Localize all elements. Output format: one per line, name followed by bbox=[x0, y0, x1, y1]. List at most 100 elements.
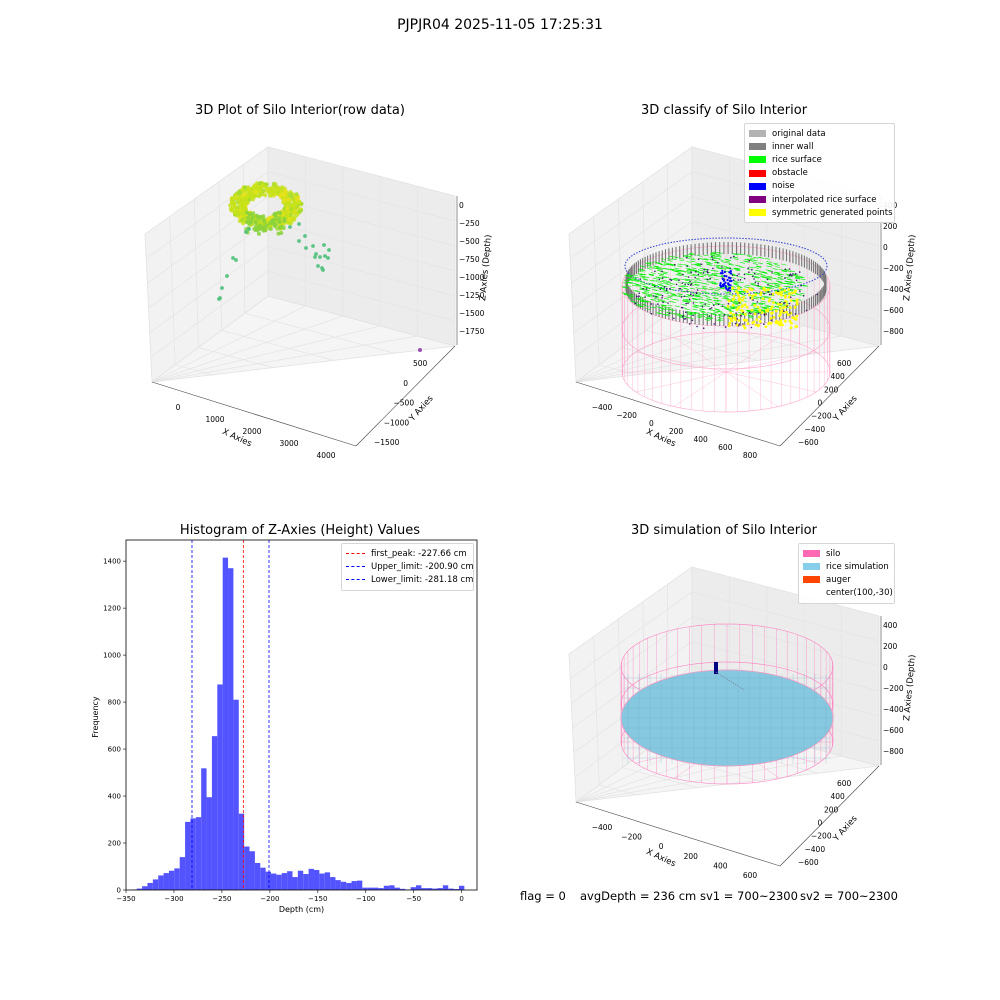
interpolated-point bbox=[732, 279, 735, 281]
noise-point bbox=[728, 286, 732, 289]
noise-point bbox=[719, 284, 722, 287]
rice-surface-point bbox=[695, 262, 701, 265]
histogram-bar bbox=[228, 568, 234, 890]
interpolated-point bbox=[661, 270, 663, 273]
y-tick-label: 0 bbox=[818, 819, 823, 828]
rice-surface-point bbox=[757, 273, 763, 275]
interpolated-point bbox=[770, 293, 773, 296]
rice-surface-point bbox=[716, 264, 723, 267]
gridline bbox=[149, 246, 269, 333]
symmetric-point bbox=[736, 291, 740, 295]
legend-label: interpolated rice surface bbox=[772, 194, 877, 205]
rice-surface-point bbox=[623, 282, 629, 284]
interpolated-point bbox=[723, 278, 726, 281]
interpolated-point bbox=[749, 297, 752, 299]
rice-surface-point bbox=[658, 287, 664, 290]
y-axis-line bbox=[355, 345, 456, 447]
histogram-bar bbox=[195, 817, 202, 890]
z-axis-label: Z Axies (Depth) bbox=[902, 654, 918, 721]
rice-surface-point bbox=[686, 272, 692, 275]
rice-surface-point bbox=[763, 306, 770, 309]
interpolated-point bbox=[691, 319, 694, 322]
data-point bbox=[220, 286, 224, 290]
rice-surface-point bbox=[709, 287, 715, 289]
data-point bbox=[322, 243, 326, 247]
rice-surface-point bbox=[660, 304, 666, 307]
rice-surface-point bbox=[761, 295, 767, 298]
rice-surface-point bbox=[794, 277, 801, 279]
rice-surface-point bbox=[694, 277, 701, 280]
legend-entry: Upper_limit: -200.90 cm bbox=[346, 560, 474, 573]
interpolated-point bbox=[743, 273, 746, 276]
data-point bbox=[234, 210, 239, 215]
rice-surface-point bbox=[734, 284, 740, 286]
legend-label: noise bbox=[772, 181, 795, 192]
interpolated-point bbox=[702, 272, 705, 274]
symmetric-point bbox=[735, 323, 739, 327]
symmetric-point bbox=[769, 307, 773, 311]
symmetric-point bbox=[772, 316, 776, 319]
symmetric-point bbox=[737, 306, 740, 309]
z-tick-label: −600 bbox=[883, 726, 904, 735]
interpolated-point bbox=[661, 297, 663, 299]
rice-surface-point bbox=[642, 286, 648, 288]
y-tick-label: 400 bbox=[831, 792, 846, 801]
rice-surface-point bbox=[642, 300, 648, 303]
gridline bbox=[144, 233, 153, 383]
rice-surface-point bbox=[651, 284, 657, 287]
rice-surface-point bbox=[627, 278, 633, 280]
interpolated-point bbox=[706, 278, 709, 281]
rice-surface-point bbox=[691, 281, 697, 284]
interpolated-point bbox=[692, 294, 694, 297]
data-point bbox=[240, 217, 245, 223]
x-tick-label: 0 bbox=[659, 842, 664, 851]
legend-swatch bbox=[346, 579, 365, 581]
rice-surface-point bbox=[754, 276, 760, 278]
rice-surface-point bbox=[701, 291, 707, 293]
rice-surface-point bbox=[630, 300, 636, 303]
histogram-bar bbox=[356, 880, 363, 890]
symmetric-point bbox=[732, 316, 736, 320]
rice-surface-point bbox=[768, 309, 774, 312]
rice-surface-point bbox=[710, 254, 716, 256]
interpolated-point bbox=[763, 313, 766, 315]
rice-surface-point bbox=[677, 293, 683, 295]
histogram-bar bbox=[399, 888, 406, 890]
noise-point bbox=[725, 287, 728, 290]
rice-surface-point bbox=[627, 295, 633, 298]
rice-surface-point bbox=[726, 291, 732, 294]
data-point bbox=[288, 221, 293, 226]
gridline bbox=[267, 270, 456, 322]
rice-surface-point bbox=[710, 269, 716, 272]
rice-surface-point bbox=[649, 267, 655, 269]
rice-surface-point bbox=[694, 295, 700, 297]
rice-surface-point bbox=[656, 269, 663, 272]
rice-surface-point bbox=[638, 268, 644, 271]
rice-surface-point bbox=[753, 257, 759, 259]
rice-surface-point bbox=[694, 270, 700, 272]
rice-surface-point bbox=[638, 298, 644, 300]
rice-surface-point bbox=[774, 284, 780, 286]
data-point bbox=[238, 210, 243, 215]
rice-surface-point bbox=[655, 268, 661, 270]
interpolated-point bbox=[658, 278, 661, 281]
rice-surface-point bbox=[687, 253, 693, 256]
rice-surface-point bbox=[698, 298, 704, 300]
rice-surface-point bbox=[685, 294, 691, 296]
legend-entry: symmetric generated points bbox=[749, 206, 893, 219]
interpolated-point bbox=[696, 325, 698, 328]
rice-surface-point bbox=[643, 305, 649, 307]
symmetric-point bbox=[729, 311, 732, 315]
gridline bbox=[622, 767, 698, 788]
x-tick-label: −350 bbox=[116, 895, 135, 903]
symmetric-point bbox=[788, 319, 792, 323]
rice-surface-point bbox=[695, 287, 701, 289]
rice-surface-point bbox=[635, 290, 641, 292]
gridline bbox=[218, 181, 222, 331]
rice-surface-point bbox=[692, 301, 698, 303]
data-point bbox=[261, 183, 266, 189]
histogram-bar bbox=[281, 873, 288, 890]
gridline bbox=[645, 330, 758, 361]
interpolated-point bbox=[743, 277, 746, 280]
data-point bbox=[285, 206, 290, 211]
